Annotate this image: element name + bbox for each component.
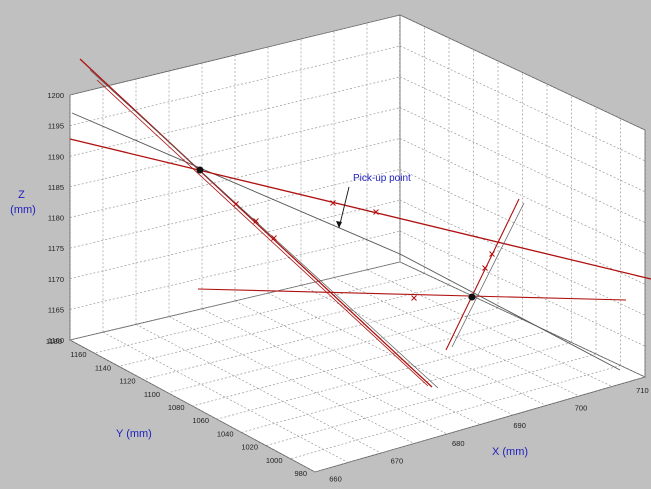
grid (69, 14, 646, 473)
z-tick-label: 1185 (48, 183, 64, 192)
ray-line (79, 58, 433, 388)
x-tick-label: 690 (513, 421, 526, 430)
grid-line-x-floor (314, 376, 646, 473)
reference-line (71, 112, 401, 255)
grid-line-z (399, 76, 646, 193)
x-tick-labels: 660 670 680 690 700 710 (329, 386, 648, 483)
y-tick-label: 980 (294, 469, 307, 478)
grid-line-z (399, 230, 646, 347)
z-tick-label: 1165 (48, 305, 64, 314)
grid-line-y-floor (399, 261, 646, 378)
z-tick-label: 1160 (48, 336, 64, 345)
reference-line (399, 253, 621, 371)
y-tick-label: 1080 (168, 403, 185, 412)
ray-marker (253, 218, 259, 224)
z-tick-label: 1170 (48, 275, 64, 284)
z-tick-label: 1190 (48, 152, 64, 161)
x-tick-label: 680 (452, 439, 465, 448)
y-tick-label: 1180 (46, 337, 62, 346)
ray-marker (411, 295, 417, 301)
grid-line-z (399, 14, 646, 131)
y-tick-label: 1100 (144, 390, 160, 399)
grid-line-x-floor (265, 353, 597, 446)
grid-line-z (399, 45, 646, 162)
grid-line-y-floor (300, 285, 547, 406)
y-tick-label: 1160 (70, 350, 86, 359)
ray-line (451, 202, 525, 348)
grid-line-z (69, 230, 401, 310)
z-tick-label: 1175 (48, 244, 64, 253)
data-lines (69, 58, 651, 389)
grid-line-z (69, 45, 401, 126)
y-axis-label: Y (mm) (116, 428, 152, 440)
grid-line-z (399, 199, 646, 316)
grid-line-z (399, 169, 646, 285)
z-axis-label-line-2: (mm) (10, 204, 36, 216)
annotation-pickup-point: Pick-up point (353, 173, 411, 184)
ray-line (69, 138, 651, 280)
y-tick-label: 1120 (119, 377, 135, 386)
x-tick-label: 660 (329, 474, 342, 483)
y-tick-label: 1000 (266, 456, 283, 465)
z-tick-label: 1180 (48, 214, 64, 223)
y-tick-label: 1040 (217, 429, 234, 438)
grid-line-x-floor (216, 330, 548, 420)
x-tick-label: 710 (636, 386, 649, 395)
y-tick-labels: 1180116011401120110010801060104010201000… (46, 337, 307, 478)
ray-marker (271, 235, 277, 241)
grid-line-x-floor (241, 342, 572, 433)
z-tick-label: 1195 (48, 122, 64, 131)
ray-line (197, 288, 627, 301)
grid-line-y-floor (366, 269, 613, 387)
grid-line-z (69, 138, 401, 218)
grid-line-y-floor (234, 300, 481, 425)
ray-line (96, 79, 429, 387)
axes-panels (68, 14, 647, 473)
grid-line-x-floor (94, 273, 425, 354)
intersection-point (468, 293, 476, 301)
x-tick-label: 700 (575, 404, 588, 413)
grid-line-x-floor (69, 261, 401, 341)
y-tick-label: 1020 (241, 443, 258, 452)
z-axis-label-line-1: Z (18, 189, 25, 201)
annotation-arrowhead (336, 221, 342, 228)
z-tick-labels: 1160 1165 1170 1175 1180 1185 1190 1195 1200 (47, 91, 64, 345)
grid-line-z (399, 107, 646, 223)
ray-line (89, 69, 439, 389)
z-axis-label: Z (mm) (10, 189, 36, 216)
y-tick-label: 1140 (95, 363, 111, 372)
grid-line-z (399, 138, 646, 254)
x-tick-label: 670 (391, 457, 404, 466)
z-tick-label: 1200 (47, 91, 64, 100)
ray-marker (233, 201, 239, 207)
intersection-point (196, 166, 204, 174)
x-axis-label: X (mm) (492, 446, 528, 458)
ray-line (445, 198, 520, 351)
grid-line-x-floor (192, 319, 523, 407)
grid-line-y-floor (168, 316, 415, 444)
grid-line-x-floor (167, 307, 499, 394)
ray-marker (482, 265, 488, 271)
annotation-arrow (338, 186, 350, 229)
ray-marker (489, 251, 495, 257)
y-tick-label: 1060 (192, 416, 209, 425)
ray-marker (373, 209, 379, 215)
grid-line-x-floor (143, 296, 474, 380)
grid-line-x-floor (290, 365, 621, 460)
grid-line-x-floor (118, 284, 450, 367)
ray-marker (330, 200, 336, 206)
grid-line-z (69, 14, 401, 96)
